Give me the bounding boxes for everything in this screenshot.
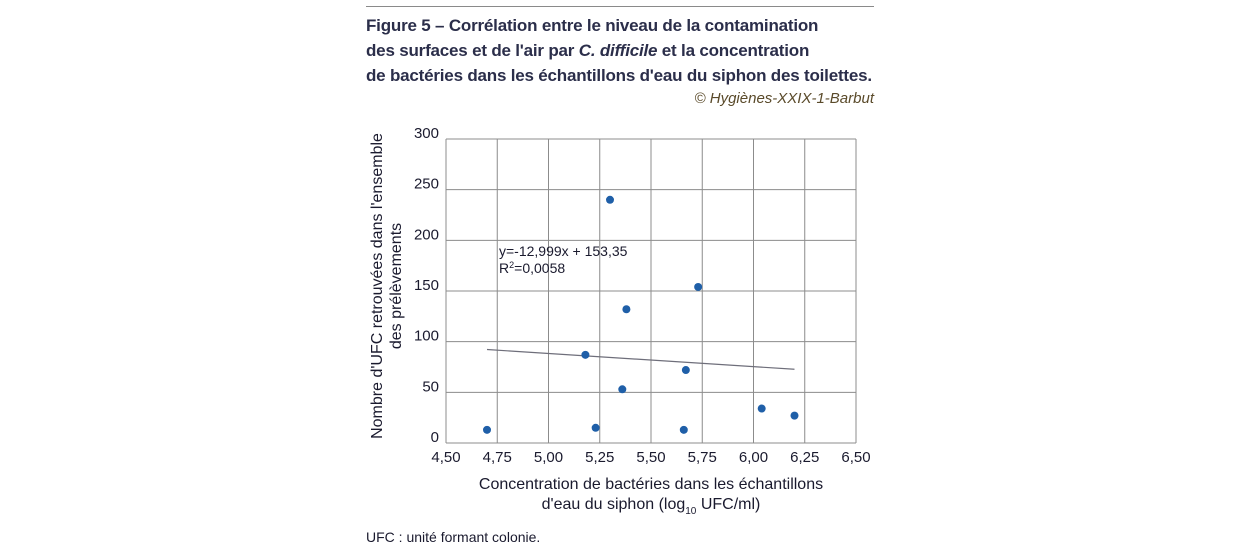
x-tick-label: 5,25 <box>585 449 614 466</box>
figure-title: Figure 5 – Corrélation entre le niveau d… <box>366 13 886 88</box>
points-layer <box>483 195 799 434</box>
data-point <box>790 411 799 420</box>
x-tick-label: 5,00 <box>534 449 563 466</box>
x-axis-label-pre: d'eau du siphon (log <box>542 496 686 513</box>
figure-title-line2: des surfaces et de l'air par C. difficil… <box>366 38 886 63</box>
x-axis-label-line2: d'eau du siphon (log10 UFC/ml) <box>542 496 761 517</box>
x-tick-label: 5,50 <box>636 449 665 466</box>
data-point <box>681 366 690 375</box>
ticks-layer: 4,50 4,75 5,00 5,25 5,50 5,75 6,00 6,25 6,50 0 50 1… <box>414 125 871 466</box>
figure-title-line3: de bactéries dans les échantillons d'eau… <box>366 66 872 85</box>
equation-label: y=-12,999x + 153,35 <box>499 243 628 259</box>
x-tick-label: 6,00 <box>739 449 768 466</box>
figure-credit: © Hygiènes-XXIX-1-Barbut <box>694 90 874 107</box>
data-point <box>757 404 766 413</box>
x-tick-label: 4,75 <box>483 449 512 466</box>
r2-label-sup: 2 <box>509 260 514 270</box>
data-point <box>483 425 491 434</box>
data-point <box>591 423 600 432</box>
r2-label-post: =0,0058 <box>514 260 565 276</box>
y-axis-label-line1: Nombre d'UFC retrouvées dans l'ensemble <box>369 133 386 439</box>
data-point <box>694 282 703 291</box>
top-rule <box>366 6 874 7</box>
figure-title-line2-pre: des surfaces et de l'air par <box>366 41 579 60</box>
footnote: UFC : unité formant colonie. <box>366 529 541 545</box>
y-tick-label: 0 <box>431 429 439 446</box>
x-tick-label: 6,50 <box>841 449 870 466</box>
grid-layer <box>445 138 857 444</box>
data-point <box>622 305 631 314</box>
data-point <box>618 385 627 394</box>
y-tick-label: 300 <box>414 125 439 142</box>
x-axis-label-line1: Concentration de bactéries dans les écha… <box>479 476 823 493</box>
figure-title-line1: Figure 5 – Corrélation entre le niveau d… <box>366 16 819 35</box>
y-tick-label: 250 <box>414 176 439 193</box>
x-axis-label-post: UFC/ml) <box>696 496 760 513</box>
data-point <box>606 195 614 204</box>
y-tick-label: 200 <box>414 226 439 243</box>
x-tick-label: 5,75 <box>688 449 717 466</box>
figure-title-species: C. difficile <box>578 41 658 60</box>
figure-title-line2-post: et la concentration <box>657 41 810 60</box>
x-tick-label: 6,25 <box>790 449 819 466</box>
x-tick-label: 4,50 <box>431 449 460 466</box>
trendline <box>486 348 795 370</box>
data-point <box>581 350 590 359</box>
data-point <box>679 425 688 434</box>
x-axis-label-sub: 10 <box>685 506 697 517</box>
y-tick-label: 150 <box>414 277 439 294</box>
y-tick-label: 50 <box>422 378 439 395</box>
r2-label: R2=0,0058 <box>499 260 565 276</box>
r2-label-pre: R <box>499 260 509 276</box>
y-tick-label: 100 <box>414 328 439 345</box>
y-axis-label-line2: des prélèvements <box>388 223 405 349</box>
